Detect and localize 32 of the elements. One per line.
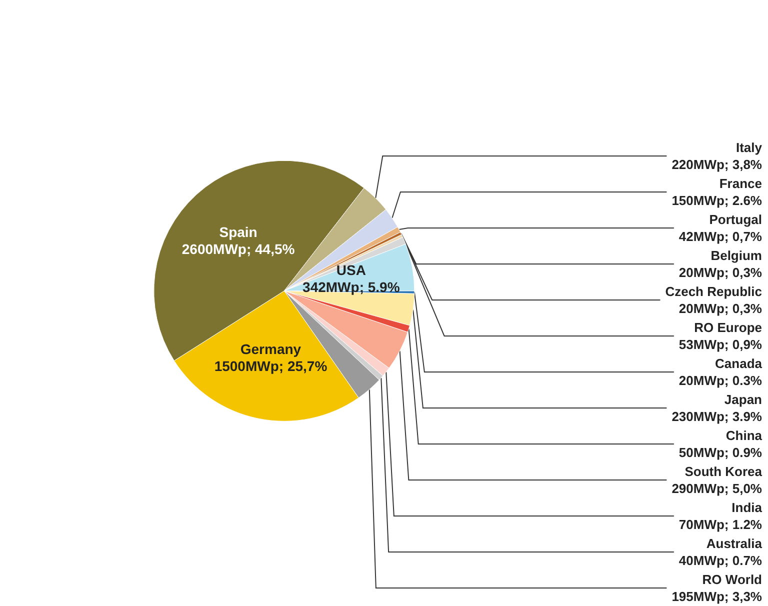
data-label: 290MWp; 5,0% bbox=[672, 481, 762, 496]
slice-label: Portugal bbox=[709, 212, 762, 227]
slice-label: South Korea bbox=[684, 464, 763, 479]
slice-label: Italy bbox=[736, 140, 763, 155]
data-label: 342MWp; 5.9% bbox=[302, 278, 400, 295]
slice-label: France bbox=[719, 176, 762, 191]
data-label: 2600MWp; 44,5% bbox=[182, 240, 296, 257]
data-label: 20MWp; 0,3% bbox=[678, 301, 762, 316]
data-label: 20MWp; 0.3% bbox=[678, 373, 762, 388]
data-label: 150MWp; 2.6% bbox=[672, 193, 762, 208]
data-label: 20MWp; 0,3% bbox=[678, 265, 762, 280]
data-label: 53MWp; 0,9% bbox=[678, 337, 762, 352]
slice-label: Australia bbox=[706, 536, 763, 551]
slice-label: Canada bbox=[715, 356, 763, 371]
slice-label: India bbox=[732, 500, 763, 515]
slice-label: USA bbox=[336, 262, 366, 278]
slice-label: Germany bbox=[240, 341, 302, 358]
data-label: 230MWp; 3.9% bbox=[672, 409, 762, 424]
slice-label: Czech Republic bbox=[665, 284, 762, 299]
slice-label: Japan bbox=[724, 392, 762, 407]
slice-label: Spain bbox=[219, 224, 258, 240]
slice-label: RO Europe bbox=[694, 320, 762, 335]
slice-label: Belgium bbox=[710, 248, 762, 263]
data-label: 1500MWp; 25,7% bbox=[214, 358, 328, 374]
slice-label: China bbox=[726, 428, 763, 443]
data-label: 70MWp; 1.2% bbox=[678, 517, 762, 532]
data-label: 42MWp; 0,7% bbox=[678, 229, 762, 244]
slice-label: RO World bbox=[702, 572, 762, 587]
data-label: 50MWp; 0.9% bbox=[678, 445, 762, 460]
data-label: 40MWp; 0.7% bbox=[678, 553, 762, 568]
data-label: 220MWp; 3,8% bbox=[672, 157, 762, 172]
data-label: 195MWp; 3,3% bbox=[672, 589, 762, 604]
